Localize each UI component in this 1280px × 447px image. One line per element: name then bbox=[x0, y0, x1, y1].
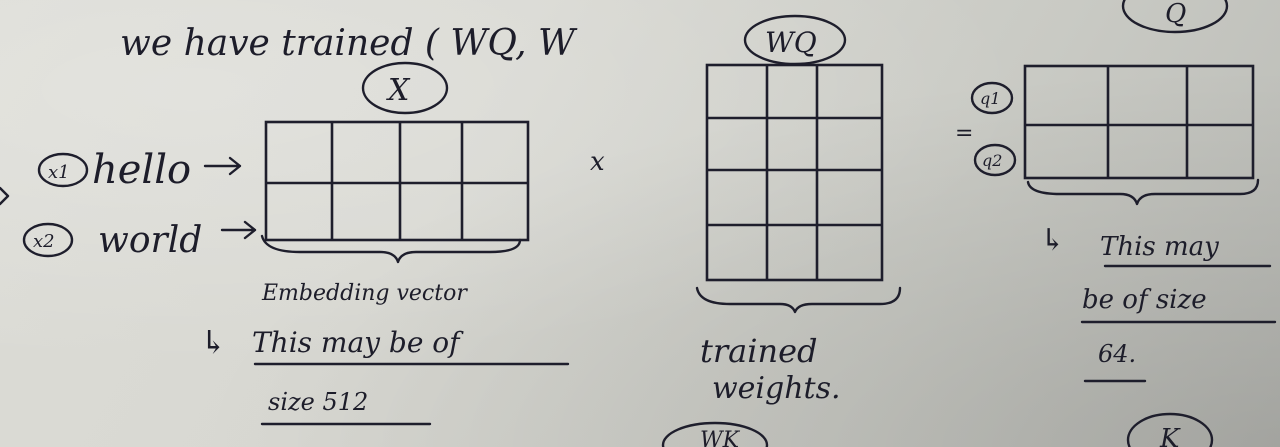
embedding-arrow-icon: ↳ bbox=[200, 323, 227, 361]
q-ellipse bbox=[1121, 0, 1229, 34]
embedding-note-line1: This may be of bbox=[252, 326, 464, 359]
world-word: world bbox=[98, 220, 202, 261]
query-note-line2: be of size bbox=[1082, 285, 1207, 315]
embedding-matrix bbox=[264, 120, 530, 242]
x2-badge bbox=[22, 222, 74, 258]
wq-label: WQ bbox=[765, 26, 817, 59]
q-label: Q bbox=[1165, 0, 1186, 29]
query-note-line3: 64. bbox=[1098, 340, 1136, 368]
q-matrix bbox=[1023, 64, 1255, 180]
q2-badge bbox=[973, 143, 1017, 177]
k-ellipse bbox=[1126, 412, 1214, 447]
world-arrow-icon bbox=[220, 220, 257, 240]
query-arrow-icon: ↳ bbox=[1040, 223, 1065, 258]
wq-brace bbox=[695, 286, 902, 314]
wk-ellipse bbox=[661, 421, 769, 447]
x1-badge-label: x1 bbox=[48, 162, 70, 183]
x-ellipse bbox=[361, 61, 449, 115]
equals-sign: = bbox=[955, 121, 973, 146]
query-note-line1: This may bbox=[1100, 232, 1219, 262]
embedding-caption: Embedding vector bbox=[261, 281, 468, 306]
q-brace bbox=[1026, 178, 1260, 206]
x2-badge-label: x2 bbox=[33, 231, 55, 252]
weights-line2: weights. bbox=[712, 371, 841, 406]
header-note: we have trained ( WQ, W bbox=[120, 23, 578, 64]
q1-badge bbox=[970, 81, 1014, 115]
x-label: X bbox=[386, 73, 411, 108]
multiply-sign: x bbox=[590, 147, 605, 177]
hello-word: hello bbox=[92, 147, 191, 193]
x1-badge bbox=[37, 152, 89, 188]
wk-label: WK bbox=[700, 428, 741, 447]
q2-badge-label: q2 bbox=[982, 151, 1002, 170]
embedding-brace bbox=[260, 234, 522, 264]
k-label: K bbox=[1159, 424, 1181, 447]
q1-badge-label: q1 bbox=[980, 89, 1000, 108]
hello-arrow-icon bbox=[203, 156, 242, 176]
embedding-note-line2: size 512 bbox=[268, 388, 368, 416]
weights-line1: trained bbox=[700, 332, 818, 370]
wq-matrix bbox=[705, 63, 884, 282]
edge-arrow-icon bbox=[0, 186, 10, 206]
